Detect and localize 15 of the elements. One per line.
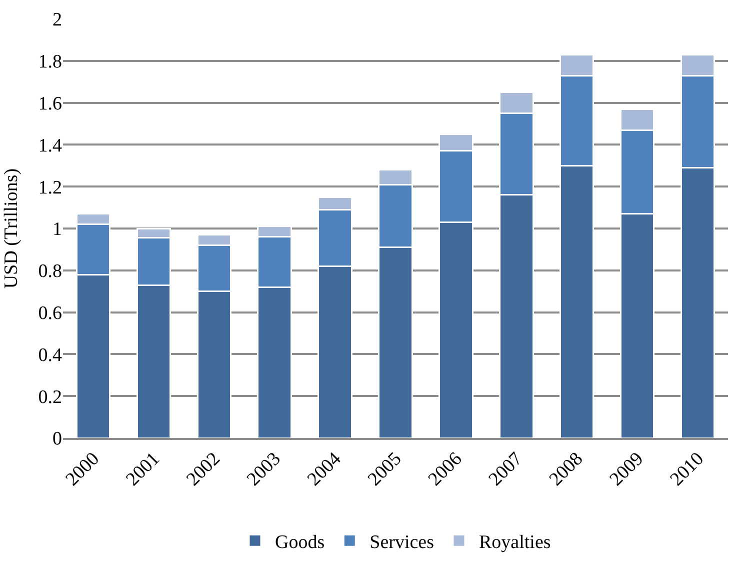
y-tick-label: 1.8 (38, 52, 62, 73)
y-tick-label: 0 (52, 428, 62, 450)
legend-label: Royalties (479, 532, 551, 554)
legend-label: Services (370, 532, 434, 554)
legend-label: Goods (275, 532, 325, 554)
y-tick-label: 2 (52, 10, 62, 31)
y-tick-label: 0.2 (38, 386, 62, 408)
y-tick-label: 0.8 (38, 261, 62, 282)
y-tick-label: 1.2 (38, 177, 62, 198)
y-tick-label: 1.6 (38, 93, 62, 114)
y-axis-title: USD (Trillions) (1, 168, 22, 289)
y-tick-label: 1.4 (38, 135, 62, 156)
y-tick-label: 0.6 (38, 302, 62, 324)
y-tick-label: 0.4 (38, 344, 62, 366)
y-tick-label: 1 (52, 219, 62, 240)
